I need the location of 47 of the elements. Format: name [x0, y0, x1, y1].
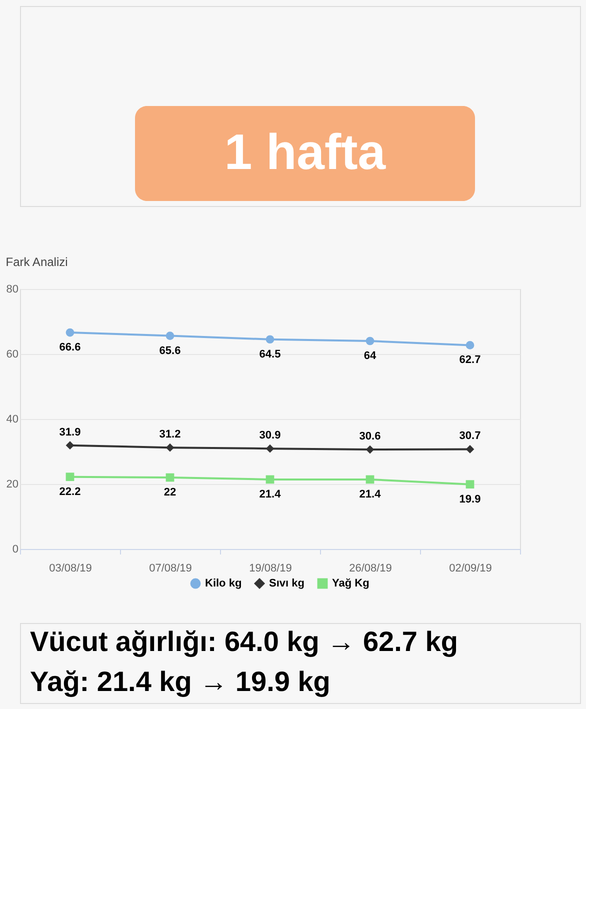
- point: [466, 341, 474, 350]
- x-tick-label: 03/08/19: [49, 562, 92, 574]
- point: [366, 445, 374, 454]
- data-label: 62.7: [459, 354, 481, 366]
- point: [266, 475, 274, 484]
- y-tick-label: 40: [6, 414, 18, 426]
- data-label: 30.9: [259, 430, 281, 442]
- chart-title: Fark Analizi: [6, 255, 68, 269]
- point: [266, 335, 274, 344]
- data-label: 21.4: [259, 488, 282, 500]
- point: [466, 445, 474, 454]
- text: 1 hafta: [224, 124, 387, 180]
- x-tick-label: 19/08/19: [249, 562, 292, 574]
- legend-label: Yağ Kg: [332, 578, 370, 590]
- x-tick-label: 02/09/19: [449, 562, 492, 574]
- y-tick-label: 60: [6, 348, 18, 360]
- text: Vücut ağırlığı: 64.0 kg → 62.7 kg: [30, 626, 458, 657]
- point: [166, 473, 174, 482]
- point: [66, 441, 74, 450]
- point: [366, 336, 374, 346]
- data-label: 31.2: [159, 428, 181, 441]
- point: [366, 475, 374, 484]
- legend-label: Sıvı kg: [269, 578, 304, 590]
- data-label: 30.7: [459, 430, 481, 442]
- point: [166, 332, 174, 340]
- x-tick-label: 07/08/19: [149, 562, 192, 574]
- y-tick-label: 0: [12, 544, 18, 556]
- point: [266, 444, 274, 453]
- data-label: 65.6: [159, 344, 181, 357]
- y-tick-label: 20: [6, 478, 18, 490]
- point: [66, 472, 74, 482]
- data-label: 64.5: [259, 348, 281, 360]
- y-tick-label: 80: [6, 284, 18, 296]
- data-label: 66.6: [59, 342, 81, 354]
- data-label: 31.9: [59, 426, 81, 438]
- text: Yağ: 21.4 kg → 19.9 kg: [30, 666, 330, 697]
- data-label: 22: [164, 486, 176, 498]
- data-label: 21.4: [359, 488, 382, 500]
- point: [166, 443, 174, 452]
- point: [466, 480, 474, 489]
- data-label: 64: [364, 350, 377, 362]
- point: [66, 328, 74, 337]
- data-label: 30.6: [359, 430, 381, 443]
- data-label: 22.2: [59, 486, 81, 498]
- data-label: 19.9: [459, 493, 481, 506]
- legend-label: Kilo kg: [205, 578, 242, 590]
- x-tick-label: 26/08/19: [349, 562, 392, 574]
